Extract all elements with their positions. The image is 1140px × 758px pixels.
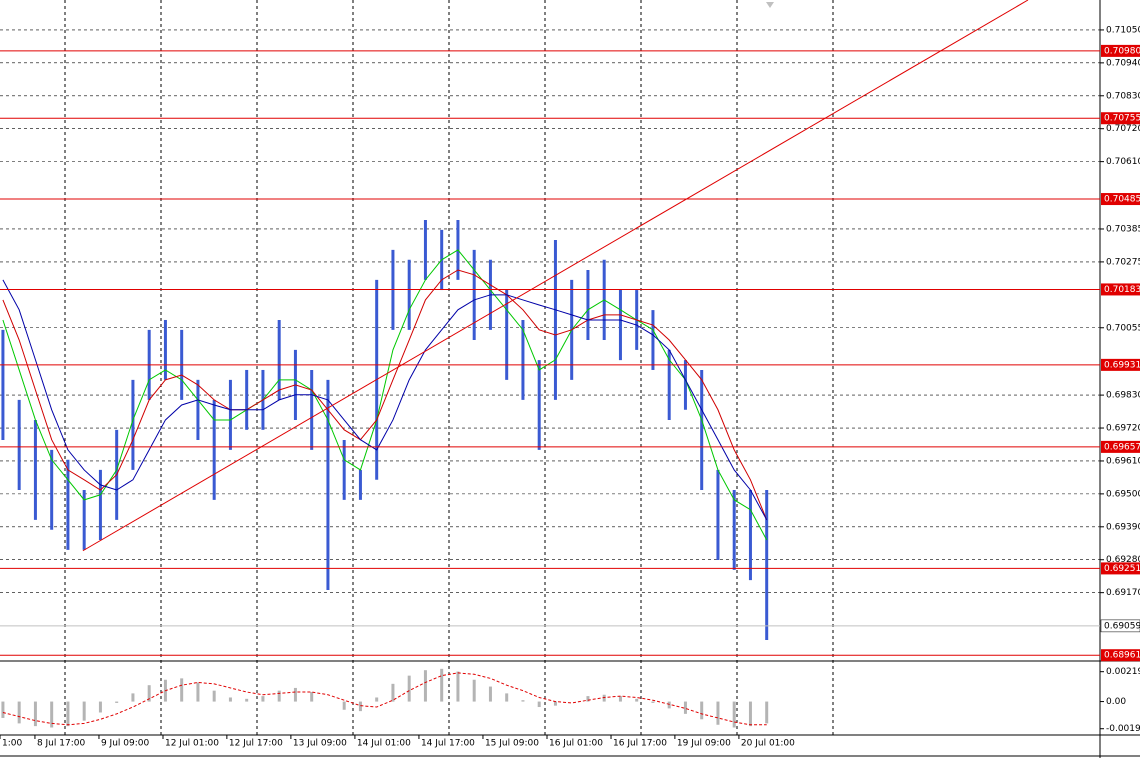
level-label-box	[1101, 193, 1140, 206]
y-tick-label: 0.70610	[1106, 157, 1140, 167]
x-tick-label: 20 Jul 01:00	[741, 739, 795, 749]
x-tick-label: 8 Jul 17:00	[37, 739, 86, 749]
level-label: 0.69251	[1104, 564, 1140, 574]
osc-tick-label: 0.00219	[1106, 667, 1140, 677]
x-tick-label: 14 Jul 17:00	[421, 739, 475, 749]
osc-tick-label: -0.00199	[1106, 724, 1140, 734]
x-tick-label: 13 Jul 09:00	[293, 739, 347, 749]
level-label-box	[1101, 44, 1140, 57]
x-tick-label: 16 Jul 17:00	[613, 739, 667, 749]
moving-average	[2, 279, 768, 521]
level-label-box	[1101, 358, 1140, 371]
y-tick-label: 0.69390	[1106, 522, 1140, 532]
x-tick-label: 14 Jul 01:00	[357, 739, 411, 749]
y-tick-label: 0.69720	[1106, 424, 1140, 434]
osc-signal	[2, 672, 767, 726]
level-label: 0.69657	[1104, 442, 1140, 452]
level-label-box	[1101, 283, 1140, 296]
level-label-box	[1101, 649, 1140, 662]
x-tick-label: 12 Jul 17:00	[229, 739, 283, 749]
shift-marker	[766, 2, 774, 8]
time-grid	[64, 0, 834, 735]
x-tick-label: 9 Jul 09:00	[101, 739, 150, 749]
level-label: 0.70183	[1104, 285, 1140, 295]
y-tick-label: 0.69830	[1106, 391, 1140, 401]
osc-tick-label: 0.00	[1106, 697, 1126, 707]
level-label: 0.68961	[1104, 651, 1140, 661]
moving-average	[2, 269, 768, 521]
y-tick-label: 0.69500	[1106, 489, 1140, 499]
y-tick-label: 0.70940	[1106, 58, 1140, 68]
trend-line	[82, 0, 1029, 552]
level-label: 0.70980	[1104, 46, 1140, 56]
last-price-box	[1100, 619, 1140, 633]
y-tick-label: 0.70055	[1106, 323, 1140, 333]
level-label: 0.70755	[1104, 114, 1140, 124]
y-tick-label: 0.70720	[1106, 124, 1140, 134]
y-tick-label: 0.69610	[1106, 456, 1140, 466]
y-tick-label: 0.69280	[1106, 555, 1140, 565]
level-label-box	[1101, 562, 1140, 575]
level-label: 0.69931	[1104, 360, 1140, 370]
x-tick-label: 1:00	[2, 739, 22, 749]
level-label: 0.70485	[1104, 195, 1140, 205]
x-tick-label: 12 Jul 01:00	[165, 739, 219, 749]
moving-average	[2, 249, 768, 541]
y-tick-label: 0.69170	[1106, 588, 1140, 598]
last-price-label: 0.69059	[1104, 621, 1140, 631]
x-tick-label: 16 Jul 01:00	[549, 739, 603, 749]
level-label-box	[1101, 112, 1140, 125]
y-tick-label: 0.70830	[1106, 91, 1140, 101]
level-label-box	[1101, 440, 1140, 453]
x-tick-label: 19 Jul 09:00	[677, 739, 731, 749]
x-tick-label: 15 Jul 09:00	[485, 739, 539, 749]
y-tick-label: 0.71050	[1106, 25, 1140, 35]
y-tick-label: 0.70385	[1106, 224, 1140, 234]
y-tick-label: 0.70275	[1106, 257, 1140, 267]
